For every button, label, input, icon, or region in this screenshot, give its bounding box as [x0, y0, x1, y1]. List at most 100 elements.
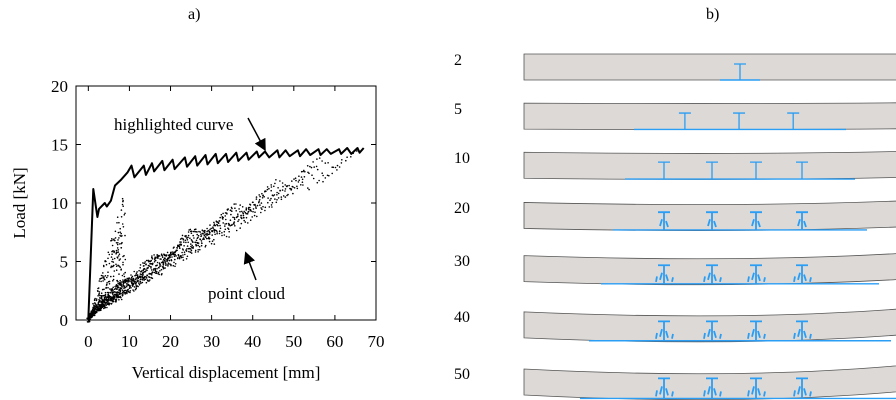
- cloud-point: [93, 299, 96, 302]
- cloud-point: [98, 299, 100, 301]
- cloud-point: [110, 299, 113, 301]
- cloud-point: [206, 232, 208, 235]
- cloud-point: [235, 203, 237, 205]
- crack-mark: [734, 63, 746, 80]
- crack-mark: [655, 320, 674, 341]
- annotation-arrow: [247, 117, 266, 152]
- beam-row: 40: [440, 305, 896, 355]
- cloud-point: [173, 252, 175, 254]
- cloud-point: [125, 291, 128, 294]
- cloud-point: [171, 256, 173, 258]
- cloud-point: [113, 251, 115, 254]
- cloud-point: [204, 246, 207, 248]
- cloud-point: [110, 289, 113, 291]
- cloud-point: [106, 303, 109, 306]
- cloud-point: [261, 192, 263, 195]
- y-tick-label: 10: [51, 194, 68, 213]
- cloud-point: [98, 308, 100, 310]
- cloud-point: [272, 195, 275, 197]
- crack-mark: [787, 112, 800, 130]
- cloud-point: [200, 242, 203, 244]
- cloud-point: [158, 262, 161, 264]
- cloud-point: [156, 261, 159, 264]
- x-tick-label: 0: [84, 332, 93, 351]
- cloud-point: [202, 238, 204, 240]
- cloud-point: [167, 254, 170, 257]
- cloud-point: [270, 204, 273, 206]
- cloud-point: [132, 283, 135, 286]
- cloud-point: [118, 221, 120, 224]
- cloud-point: [163, 254, 166, 257]
- cloud-point: [103, 276, 105, 278]
- load-step-label: 40: [454, 309, 470, 326]
- cloud-point: [166, 258, 169, 260]
- cloud-point: [108, 253, 111, 256]
- cloud-point: [213, 224, 215, 227]
- cloud-point: [120, 283, 122, 286]
- cloud-point: [117, 255, 120, 257]
- crack-mark: [750, 161, 762, 180]
- cloud-point: [147, 264, 150, 267]
- cloud-point: [197, 242, 199, 245]
- beam-body: [523, 365, 896, 400]
- cloud-point: [234, 225, 236, 227]
- load-step-label: 10: [454, 150, 470, 167]
- cloud-point: [324, 177, 327, 179]
- cloud-point: [103, 298, 106, 301]
- cloud-point: [217, 224, 219, 227]
- cloud-point: [133, 282, 135, 285]
- cloud-point: [116, 216, 119, 218]
- cloud-point: [174, 253, 176, 256]
- cloud-point: [111, 299, 114, 302]
- cloud-point: [162, 266, 164, 268]
- cloud-point: [270, 186, 273, 188]
- cloud-point: [239, 210, 241, 213]
- cloud-point: [104, 291, 107, 294]
- cloud-point: [270, 184, 273, 186]
- cloud-point: [221, 232, 223, 234]
- cloud-point: [150, 276, 152, 279]
- cloud-point: [150, 267, 152, 269]
- cloud-point: [144, 261, 146, 263]
- cloud-point: [266, 186, 269, 188]
- cloud-point: [184, 253, 186, 256]
- cloud-point: [98, 309, 101, 311]
- cloud-point: [136, 271, 138, 273]
- cloud-point: [244, 221, 247, 223]
- cloud-point: [114, 298, 117, 301]
- cloud-point: [187, 241, 189, 244]
- cloud-point: [151, 271, 154, 274]
- cloud-point: [124, 281, 126, 284]
- cloud-point: [130, 274, 132, 276]
- cloud-point: [112, 280, 114, 282]
- cloud-point: [149, 273, 152, 275]
- cloud-point: [172, 264, 175, 267]
- cloud-point: [322, 174, 324, 177]
- cloud-point: [155, 264, 157, 267]
- cloud-point: [213, 238, 215, 241]
- cloud-point: [138, 269, 140, 272]
- cloud-point: [300, 176, 303, 178]
- cloud-point: [208, 233, 211, 235]
- cloud-point: [104, 295, 107, 298]
- cloud-point: [255, 198, 258, 200]
- cloud-point: [258, 198, 261, 201]
- cloud-point: [165, 259, 167, 261]
- cloud-point: [138, 275, 141, 278]
- cloud-point: [202, 230, 205, 232]
- cloud-point: [115, 250, 118, 252]
- cloud-point: [242, 217, 245, 219]
- cloud-point: [105, 286, 107, 289]
- cloud-point: [92, 314, 94, 317]
- cloud-point: [211, 234, 213, 236]
- cloud-point: [138, 282, 140, 284]
- cloud-point: [293, 187, 296, 189]
- cloud-point: [181, 251, 183, 254]
- cloud-point: [233, 203, 235, 205]
- cloud-point: [218, 232, 221, 235]
- cloud-point: [255, 215, 258, 218]
- cloud-point: [306, 165, 309, 167]
- crack-mark: [793, 377, 812, 399]
- x-tick-label: 70: [368, 332, 385, 351]
- cloud-point: [199, 238, 202, 241]
